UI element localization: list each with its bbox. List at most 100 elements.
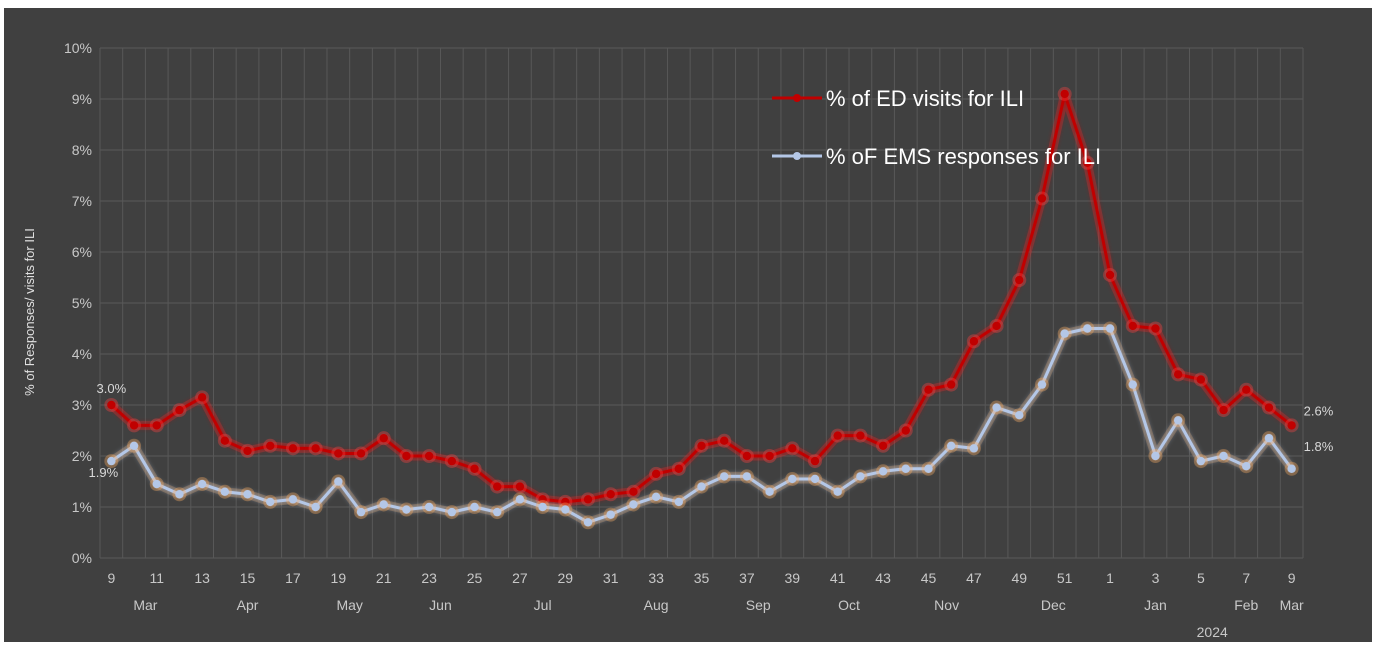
data-point xyxy=(447,507,457,517)
data-point xyxy=(878,441,888,450)
y-tick-label: 5% xyxy=(72,295,92,311)
data-point xyxy=(833,487,842,496)
data-point xyxy=(1083,158,1092,167)
data-point xyxy=(810,474,820,484)
x-week-label: 23 xyxy=(421,570,437,586)
data-point xyxy=(311,502,320,512)
data-point xyxy=(107,400,116,410)
data-point xyxy=(651,469,661,479)
y-axis-ticks: 0% 1% 2% 3% 4% 5% 6% 7% 8% 9% 10% xyxy=(64,40,92,566)
series-lines xyxy=(104,86,1299,530)
x-week-label: 49 xyxy=(1011,570,1027,586)
series-ems-responses xyxy=(104,321,1299,530)
data-point xyxy=(651,492,661,501)
x-week-label: 29 xyxy=(558,570,574,586)
data-point xyxy=(924,385,933,394)
data-point xyxy=(1287,421,1296,430)
data-point xyxy=(1196,375,1206,384)
data-labels: 3.0% 1.9% 2.6% 1.8% xyxy=(89,381,1334,480)
x-week-label: 35 xyxy=(694,570,710,586)
data-point xyxy=(969,444,979,453)
data-point xyxy=(447,456,457,466)
x-week-label: 31 xyxy=(603,570,619,586)
legend-ed: % of ED visits for ILI xyxy=(772,86,1024,111)
data-point xyxy=(674,497,684,507)
y-axis-label: % of Responses/ visits for ILI xyxy=(22,228,37,396)
x-month-label: Aug xyxy=(644,597,669,613)
data-point xyxy=(1264,433,1274,443)
x-month-label: Dec xyxy=(1041,597,1066,613)
data-point xyxy=(606,490,615,499)
data-point xyxy=(788,444,797,453)
x-month-label: Apr xyxy=(237,597,259,613)
data-point xyxy=(175,405,184,415)
legend-label: % oF EMS responses for ILI xyxy=(826,144,1101,169)
y-tick-label: 9% xyxy=(72,91,92,107)
data-point xyxy=(1060,329,1069,338)
legend-label: % of ED visits for ILI xyxy=(826,86,1024,111)
data-point xyxy=(1287,464,1296,473)
x-week-label: 51 xyxy=(1057,570,1073,586)
data-point xyxy=(719,472,729,481)
data-point xyxy=(742,472,752,481)
data-point xyxy=(788,474,797,484)
data-point xyxy=(1060,89,1069,99)
data-point xyxy=(856,472,865,481)
data-point xyxy=(833,431,842,440)
x-year-label: 2024 xyxy=(1197,624,1228,640)
data-point xyxy=(243,490,252,499)
data-point xyxy=(583,495,593,504)
data-point xyxy=(969,337,979,346)
y-tick-label: 2% xyxy=(72,448,92,464)
data-point xyxy=(493,507,502,517)
x-month-label: Jun xyxy=(429,597,452,613)
data-point xyxy=(992,321,1001,331)
series-ed-visits xyxy=(104,86,1299,509)
data-point xyxy=(697,441,706,450)
legend-ems: % oF EMS responses for ILI xyxy=(772,144,1101,169)
data-point xyxy=(356,507,366,517)
data-point xyxy=(288,495,298,504)
y-tick-label: 1% xyxy=(72,499,92,515)
data-point xyxy=(1128,380,1137,389)
data-point xyxy=(266,441,275,450)
data-point xyxy=(1151,451,1160,461)
data-point xyxy=(356,449,366,458)
data-point xyxy=(220,436,230,445)
data-point xyxy=(220,487,230,496)
data-point xyxy=(946,380,956,389)
x-week-label: 39 xyxy=(785,570,801,586)
data-point xyxy=(765,451,774,461)
data-point xyxy=(288,444,298,453)
data-point xyxy=(334,449,343,458)
data-point xyxy=(152,421,161,430)
data-point xyxy=(470,464,479,473)
y-tick-label: 0% xyxy=(72,550,92,566)
ems-end-label: 1.8% xyxy=(1304,439,1334,454)
x-week-label: 25 xyxy=(467,570,483,586)
data-point xyxy=(379,433,388,443)
data-point xyxy=(311,444,320,453)
legend-marker xyxy=(793,94,801,102)
x-week-label: 33 xyxy=(648,570,664,586)
data-point xyxy=(606,510,615,519)
data-point xyxy=(424,451,434,461)
x-week-label: 9 xyxy=(107,570,115,586)
data-point xyxy=(1083,324,1092,333)
data-point xyxy=(1242,462,1251,471)
data-point xyxy=(538,495,547,504)
x-month-label: Jan xyxy=(1144,597,1167,613)
ems-start-label: 1.9% xyxy=(89,465,119,480)
data-point xyxy=(1015,411,1024,420)
data-point xyxy=(538,502,547,512)
x-week-label: 43 xyxy=(875,570,891,586)
data-point xyxy=(1173,416,1183,425)
data-point xyxy=(629,487,638,496)
x-week-label: 13 xyxy=(194,570,210,586)
data-point xyxy=(175,490,184,499)
data-point xyxy=(742,451,752,461)
data-point xyxy=(402,505,411,514)
legend-marker xyxy=(793,152,801,160)
data-point xyxy=(334,477,343,486)
